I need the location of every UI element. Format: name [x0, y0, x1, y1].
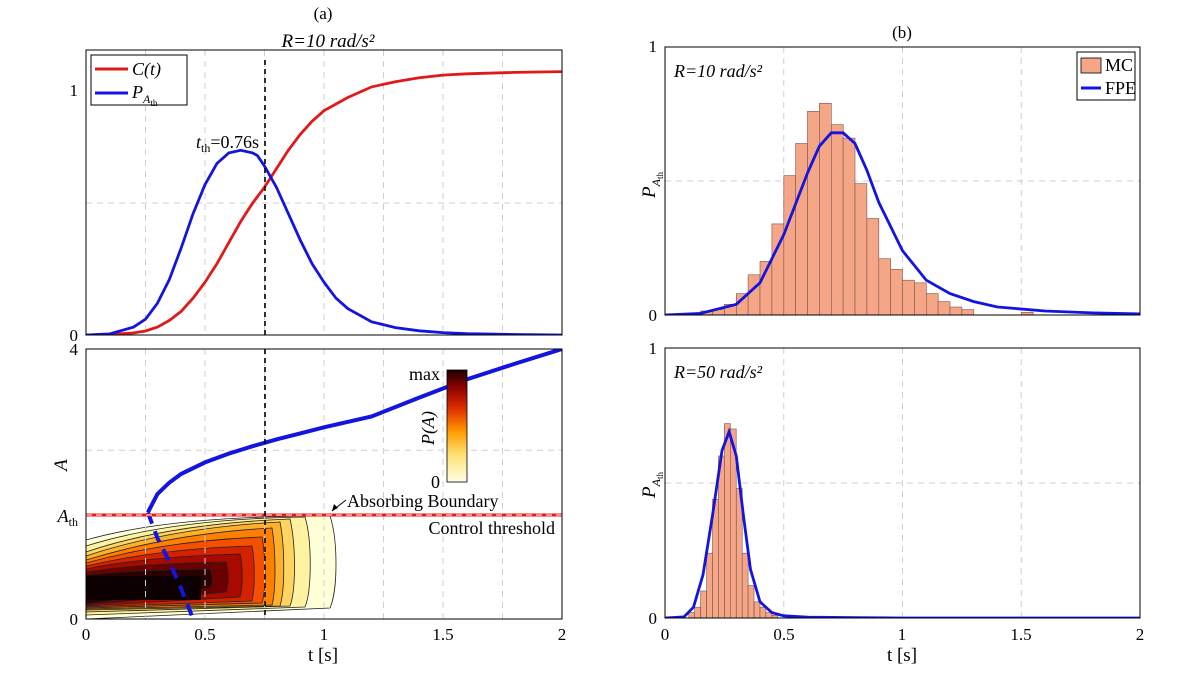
panel-b-bottom-grid [665, 348, 1140, 618]
b-bot-mc-bar-6 [724, 423, 731, 618]
b-bot-mc-bar-9 [741, 552, 749, 618]
xtick-b-15: 1.5 [1010, 625, 1031, 644]
legend-label-mc: MC [1105, 55, 1133, 75]
legend-label-ct: C(t) [132, 59, 161, 80]
b-top-mc-bar-8 [795, 143, 808, 315]
xlabel-a: t [s] [308, 645, 338, 666]
b-top-mc-bar-17 [902, 279, 915, 315]
b-top-mc-bar-4 [747, 274, 761, 315]
xlabel-b: t [s] [887, 645, 917, 666]
xtick-b-2: 2 [1136, 625, 1145, 644]
ytick-a-bottom-4: 4 [70, 340, 79, 359]
b-top-mc-bar-9 [807, 111, 820, 315]
panel-a-label: (a) [314, 4, 333, 23]
ytick-a-top-0: 0 [70, 326, 79, 345]
panel-b-top-lines [665, 131, 1140, 315]
ylabel-b-top: PAth [639, 172, 665, 199]
panel-a-title: R=10 rad/s² [281, 31, 375, 52]
b-bot-mc-bar-0 [688, 612, 695, 618]
b-top-mc-bar-18 [914, 282, 927, 315]
xtick-a-2: 2 [558, 625, 567, 644]
panel-b-bottom: R=50 rad/s² 1 0 PAth 0 0.5 1 1.5 2 t [s] [639, 339, 1144, 666]
absorbing-boundary-label: Absorbing Boundary [347, 491, 499, 511]
panel-b-bottom-lines [665, 427, 1140, 618]
colorbar-gradient [446, 369, 468, 483]
b-bot-mc-bar-3 [706, 552, 713, 618]
b-top-mc-bar-7 [783, 175, 796, 315]
legend-label-fpe: FPE [1105, 78, 1136, 98]
panel-b-top-annotation: R=10 rad/s² [673, 61, 763, 81]
xtick-b-0: 0 [661, 625, 670, 644]
pa-curve [86, 148, 562, 335]
xtick-a-0: 0 [82, 625, 91, 644]
ytick-b-bottom-1: 1 [649, 339, 658, 358]
xtick-b-05: 0.5 [773, 625, 794, 644]
xtick-a-1: 1 [320, 625, 329, 644]
threshold-time-label: tth=0.76s [196, 132, 259, 155]
panel-b-bottom-annotation: R=50 rad/s² [673, 362, 763, 382]
b-top-mc-bar-22 [961, 309, 975, 315]
b-top-mc-bar-11 [830, 124, 844, 315]
b-bot-mc-bar-10 [747, 585, 755, 618]
b-top-mc-bar-15 [878, 258, 891, 315]
b-bot-mc-bar-2 [700, 590, 707, 618]
b-top-mc-bar-21 [949, 306, 963, 315]
b-top-mc-bar-14 [866, 218, 880, 315]
ytick-b-bottom-0: 0 [649, 609, 658, 628]
b-bot-mc-bar-11 [753, 601, 761, 618]
b-bot-mc-bar-1 [694, 606, 701, 618]
xtick-b-1: 1 [898, 625, 907, 644]
panel-a-bottom-grid [86, 349, 562, 619]
ytick-a-threshold: Ath [57, 506, 78, 529]
density-heatmap [86, 515, 337, 619]
b-top-mc-bar-19 [925, 293, 939, 315]
colorbar: max 0 P(A) [409, 364, 468, 492]
ytick-a-top-1: 1 [70, 81, 79, 100]
panel-b-label: (b) [892, 23, 912, 42]
b-top-fpe-curve [665, 131, 1140, 315]
panel-a-top: (a) R=10 rad/s² 1 0 tth=0.76s C(t) PAth [70, 4, 563, 345]
b-top-mc-bar-12 [842, 137, 856, 315]
legend-swatch-mc [1080, 57, 1102, 74]
legend-b-top: MC FPE [1076, 51, 1136, 101]
b-bot-mc-bar-5 [718, 455, 725, 618]
ylabel-b-bottom: PAth [639, 472, 665, 499]
b-top-mc-bar-16 [890, 269, 903, 315]
panel-b-top-bars [700, 103, 1034, 315]
panel-b-top: (b) R=10 rad/s² 1 0 PAth MC FPE [639, 23, 1141, 325]
ytick-b-top-1: 1 [649, 37, 658, 56]
control-threshold-label: Control threshold [429, 518, 556, 538]
legend-a-top: C(t) PAth [90, 54, 188, 108]
b-top-mc-bar-20 [937, 301, 951, 315]
b-bot-mc-bar-12 [759, 606, 767, 618]
xtick-a-15: 1.5 [432, 625, 453, 644]
ytick-a-bottom-0: 0 [70, 610, 79, 629]
colorbar-max-label: max [409, 364, 440, 384]
colorbar-label: P(A) [418, 411, 439, 446]
panel-a-bottom: max 0 P(A) Absorbing Boundary Control th… [51, 340, 566, 666]
ytick-b-top-0: 0 [649, 306, 658, 325]
b-top-mc-bar-13 [854, 183, 868, 315]
xtick-a-05: 0.5 [194, 625, 215, 644]
colorbar-min-label: 0 [431, 472, 440, 492]
b-bot-fpe-curve [665, 427, 1140, 618]
ylabel-a-bottom: A [51, 459, 72, 473]
